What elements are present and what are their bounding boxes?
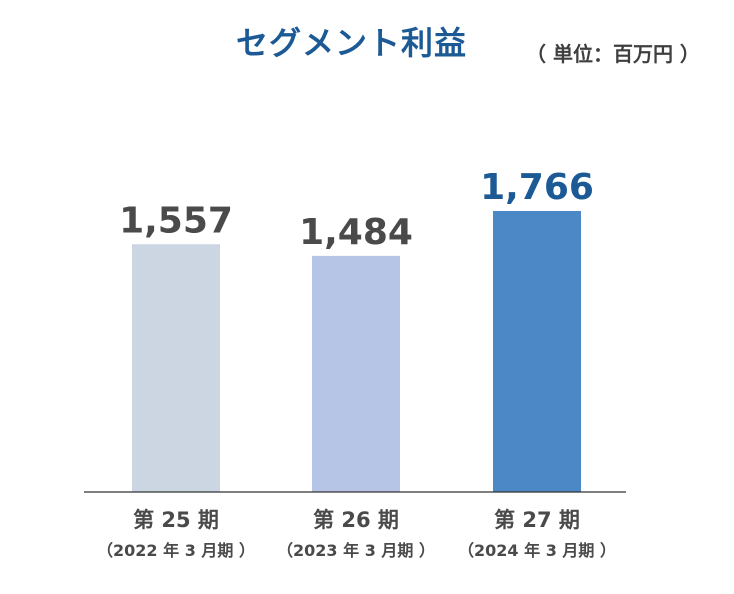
category-label: 第 26 期 <box>313 508 399 532</box>
data-label: 1,557 <box>119 200 233 241</box>
category-label: 第 25 期 <box>133 508 219 532</box>
bar <box>132 244 220 492</box>
category-sublabel: （2024 年 3 月期 ） <box>458 541 616 560</box>
data-label: 1,766 <box>480 167 594 208</box>
category-label: 第 27 期 <box>494 508 580 532</box>
bar <box>493 211 581 492</box>
unit-label: （ 単位：百万円 ） <box>526 42 700 66</box>
category-sublabel: （2023 年 3 月期 ） <box>277 541 435 560</box>
data-label: 1,484 <box>299 212 413 253</box>
bar <box>312 255 400 492</box>
category-sublabel: （2022 年 3 月期 ） <box>97 541 255 560</box>
chart-title: セグメント利益 <box>236 24 468 62</box>
